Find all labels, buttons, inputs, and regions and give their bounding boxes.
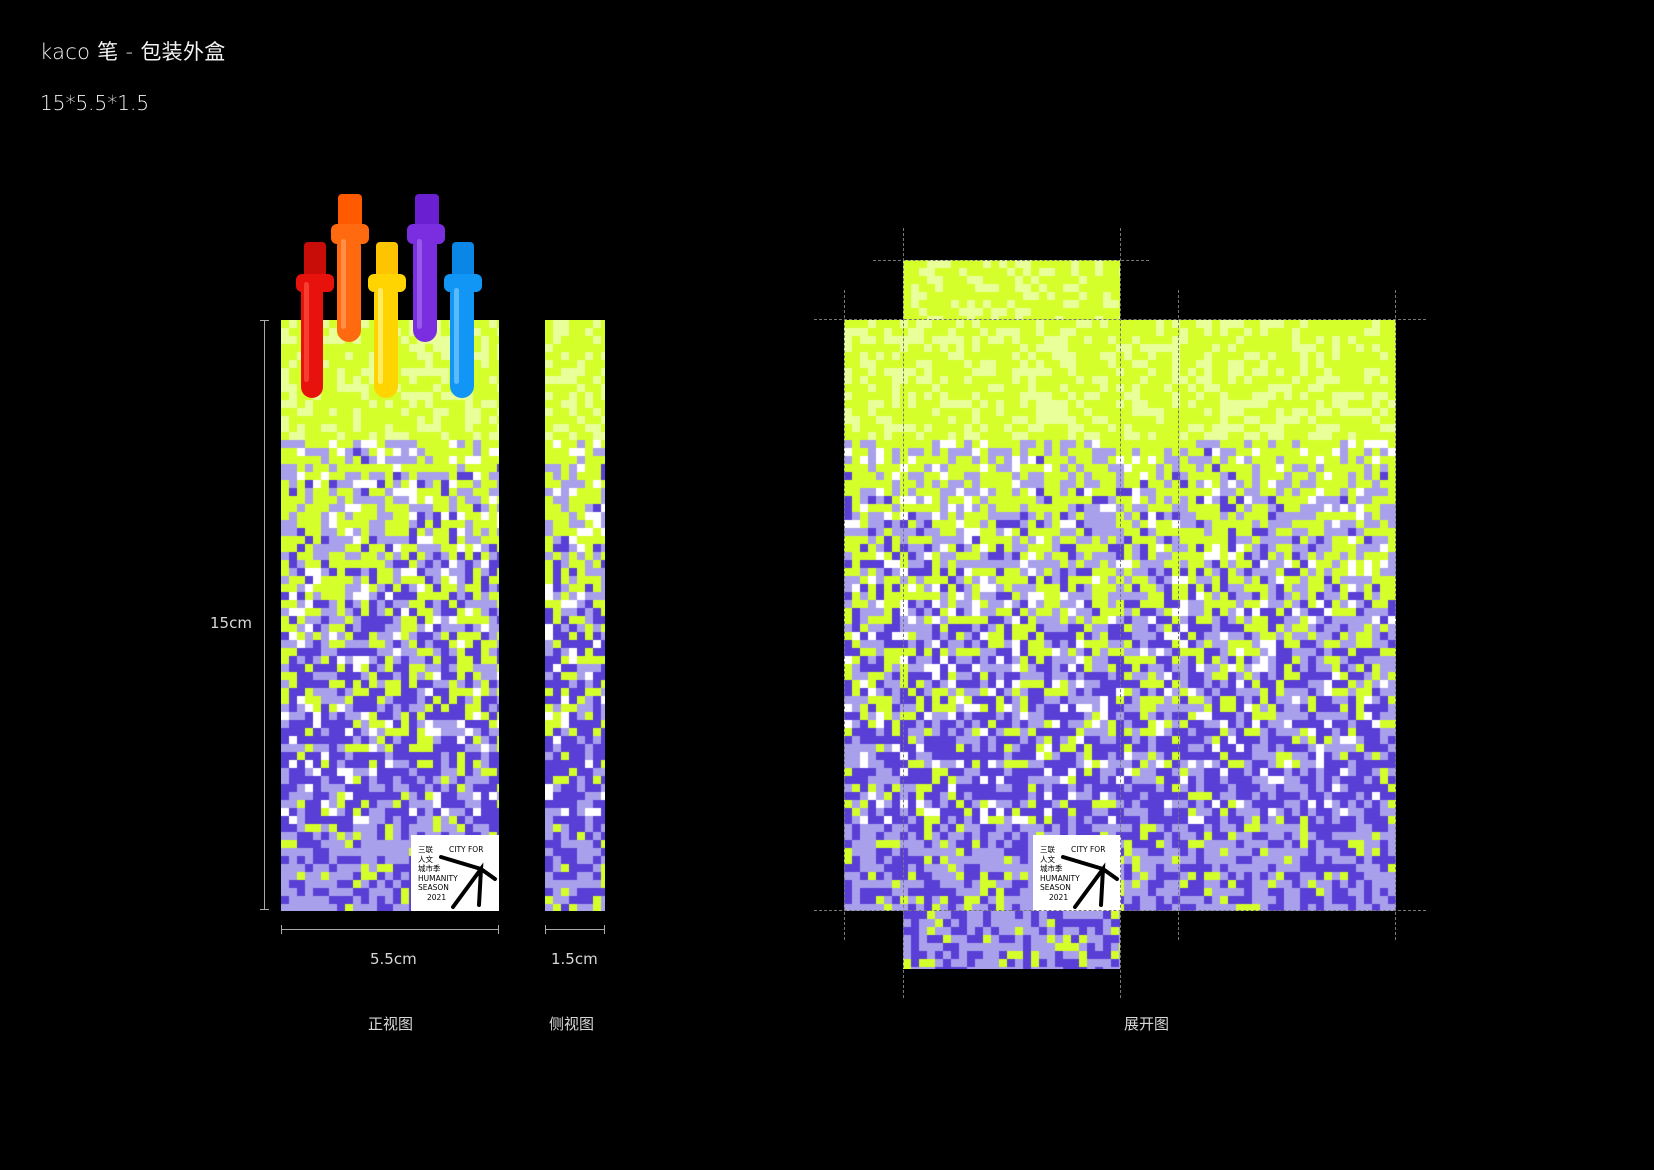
event-logo: 三联 人文 城市季 HUMANITY SEASON 2021 CITY FOR <box>411 835 499 911</box>
size-spec: 15*5.5*1.5 <box>40 91 150 115</box>
height-label: 15cm <box>210 614 252 632</box>
page-title: kaco 笔 - 包装外盒 <box>40 40 226 64</box>
unfolded-logo-year: 2021 <box>1049 892 1069 902</box>
logo-year: 2021 <box>427 892 447 902</box>
side-view-panel <box>545 320 605 911</box>
side-width-label: 1.5cm <box>551 950 598 968</box>
unfolded-logo-en-1: CITY FOR <box>1071 845 1106 854</box>
pen-blue <box>444 242 482 398</box>
pen-purple <box>407 194 445 342</box>
unfolded-top-flap <box>903 260 1120 320</box>
unfolded-logo-en-3: SEASON <box>1040 883 1071 892</box>
unfolded-bottom-flap <box>903 911 1120 969</box>
pen-red <box>296 242 334 398</box>
front-width-label: 5.5cm <box>370 950 417 968</box>
logo-cn-1: 三联 <box>418 845 433 854</box>
front-view-panel: 三联 人文 城市季 HUMANITY SEASON 2021 CITY FOR <box>281 320 499 911</box>
unfolded-logo-en-2: HUMANITY <box>1040 873 1080 883</box>
unfolded-view-caption: 展开图 <box>1124 1015 1170 1033</box>
logo-en-3: SEASON <box>418 883 449 892</box>
front-view-caption: 正视图 <box>368 1015 414 1033</box>
pen-orange <box>331 194 369 342</box>
unfolded-logo-cn-1: 三联 <box>1040 845 1055 854</box>
logo-cn-2: 人文 <box>418 854 433 864</box>
logo-cn-3: 城市季 <box>418 864 441 873</box>
unfolded-logo-cn-2: 人文 <box>1040 854 1055 864</box>
logo-en-1: CITY FOR <box>449 845 484 854</box>
unfolded-logo-cn-3: 城市季 <box>1040 864 1063 873</box>
logo-en-2: HUMANITY <box>418 873 458 883</box>
pen-yellow <box>368 242 406 398</box>
unfolded-event-logo: 三联 人文 城市季 HUMANITY SEASON 2021 CITY FOR <box>1033 835 1121 911</box>
unfolded-logo-arrow-icon <box>1061 855 1119 909</box>
logo-arrow-icon <box>439 855 497 909</box>
side-view-caption: 侧视图 <box>549 1015 595 1033</box>
